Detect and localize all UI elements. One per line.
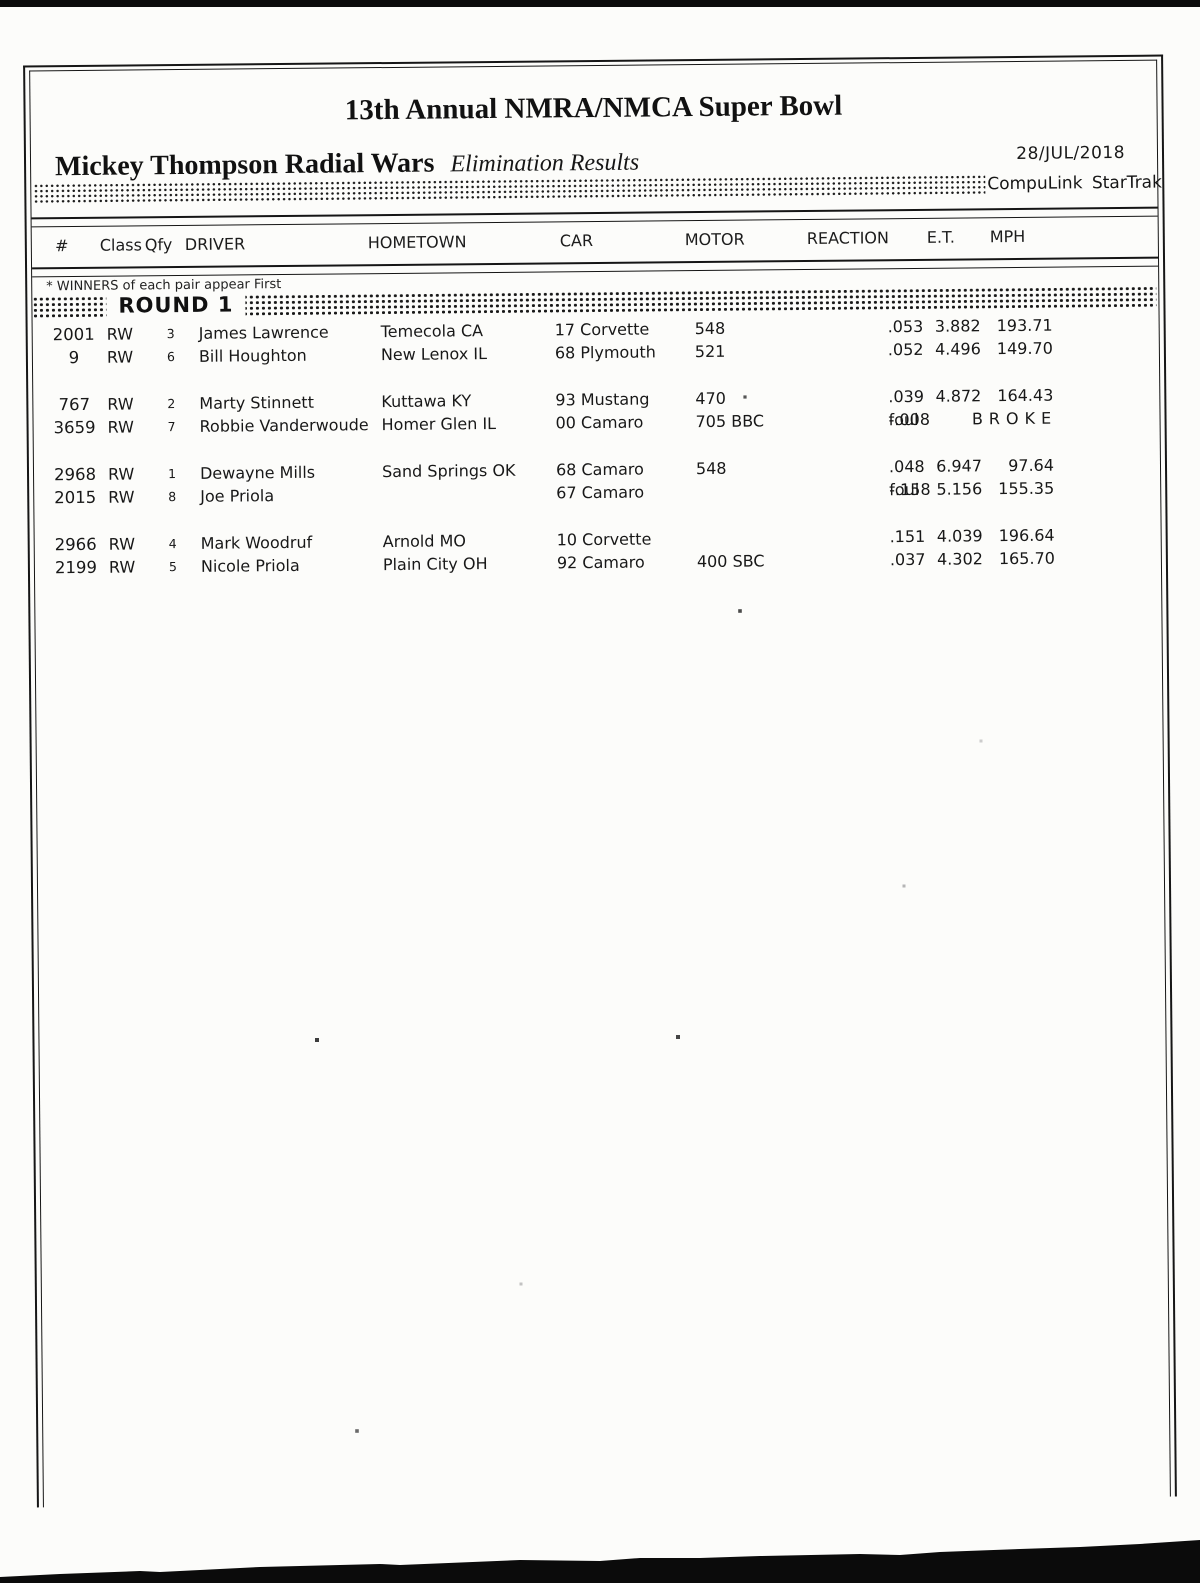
mph-cell: 165.70 bbox=[998, 548, 1055, 569]
mph-cell: 155.35 bbox=[998, 478, 1055, 499]
entry-number: 2966 bbox=[54, 534, 97, 555]
class-cell: RW bbox=[107, 394, 134, 414]
et-cell: 6.947 bbox=[936, 456, 983, 476]
mph-cell: 196.64 bbox=[998, 525, 1055, 546]
et-cell: 5.156 bbox=[936, 479, 983, 499]
entry-number: 9 bbox=[68, 347, 80, 368]
page-title: 13th Annual NMRA/NMCA Super Bowl bbox=[344, 89, 843, 127]
column-header-hometown: HOMETOWN bbox=[367, 232, 467, 253]
qualify-cell: 3 bbox=[166, 326, 175, 342]
hometown-cell: Temecola CA bbox=[380, 321, 484, 342]
scanner-edge-top bbox=[0, 0, 1200, 7]
hometown-cell: Arnold MO bbox=[382, 531, 467, 552]
motor-cell: 470 bbox=[695, 388, 726, 409]
motor-cell: 548 bbox=[695, 458, 727, 479]
mph-cell: 164.43 bbox=[997, 385, 1054, 406]
et-cell: 4.872 bbox=[935, 386, 982, 406]
column-header-number: # bbox=[55, 236, 69, 256]
car-cell: 92 Camaro bbox=[556, 552, 645, 573]
scan-noise-specks bbox=[0, 0, 2, 2]
report-type: Elimination Results bbox=[450, 149, 640, 178]
driver-cell: Nicole Priola bbox=[200, 555, 300, 576]
elimination-pair: 2966 RW 4 Mark Woodruf Arnold MO 10 Corv… bbox=[35, 523, 1161, 580]
driver-cell: Marty Stinnett bbox=[199, 392, 315, 413]
driver-cell: Dewayne Mills bbox=[199, 462, 316, 483]
class-cell: RW bbox=[106, 324, 134, 344]
car-cell: 10 Corvette bbox=[556, 529, 652, 550]
round-label: ROUND 1 bbox=[106, 291, 246, 320]
hometown-cell: Kuttawa KY bbox=[381, 391, 472, 412]
column-headers: # Class Qfy DRIVER HOMETOWN CAR MOTOR RE… bbox=[32, 223, 1158, 262]
scanner-edge-bottom bbox=[0, 1540, 1200, 1583]
column-header-reaction: REACTION bbox=[806, 228, 890, 248]
reaction-cell: .151 bbox=[695, 525, 926, 546]
motor-cell: 548 bbox=[694, 318, 726, 339]
driver-cell: Mark Woodruf bbox=[200, 532, 313, 553]
et-cell: 4.039 bbox=[936, 526, 983, 546]
hometown-cell: Plain City OH bbox=[382, 554, 488, 575]
car-cell: 67 Camaro bbox=[556, 482, 645, 503]
report-content: 13th Annual NMRA/NMCA Super Bowl Mickey … bbox=[30, 61, 1170, 1508]
elimination-pair: 2001 RW 3 James Lawrence Temecola CA 17 … bbox=[33, 313, 1159, 370]
qualify-cell: 2 bbox=[167, 396, 176, 412]
class-cell: RW bbox=[108, 557, 136, 577]
et-cell: 4.302 bbox=[936, 549, 983, 569]
et-cell: 4.496 bbox=[934, 339, 981, 359]
class-cell: RW bbox=[107, 464, 135, 484]
results-list: 2001 RW 3 James Lawrence Temecola CA 17 … bbox=[33, 313, 1162, 604]
qualify-cell: 6 bbox=[166, 349, 175, 365]
hometown-cell: Sand Springs OK bbox=[381, 460, 516, 482]
qualify-cell: 8 bbox=[168, 489, 177, 505]
qualify-cell: 7 bbox=[167, 419, 176, 435]
hometown-cell: Homer Glen IL bbox=[381, 413, 497, 435]
elimination-pair: 2968 RW 1 Dewayne Mills Sand Springs OK … bbox=[34, 453, 1160, 510]
entry-number: 2015 bbox=[54, 487, 97, 508]
qualify-cell: 1 bbox=[167, 466, 177, 482]
driver-cell: James Lawrence bbox=[198, 322, 329, 343]
elimination-pair: 767 RW 2 Marty Stinnett Kuttawa KY 93 Mu… bbox=[33, 383, 1159, 440]
broke-cell: BROKE bbox=[971, 408, 1058, 429]
car-cell: 00 Camaro bbox=[555, 412, 644, 433]
timing-system-label: CompuLink StarTrak bbox=[987, 172, 1163, 195]
class-cell: RW bbox=[107, 417, 134, 437]
column-header-car: CAR bbox=[559, 231, 594, 251]
column-header-qfy: Qfy bbox=[144, 235, 173, 255]
et-cell: 3.882 bbox=[934, 316, 981, 336]
motor-cell: 521 bbox=[694, 341, 726, 362]
entry-number: 767 bbox=[58, 394, 91, 415]
mph-cell: 97.64 bbox=[1008, 455, 1055, 476]
report-date: 28/JUL/2018 bbox=[1016, 142, 1126, 164]
car-cell: 93 Mustang bbox=[555, 389, 650, 410]
report-sheet: 13th Annual NMRA/NMCA Super Bowl Mickey … bbox=[23, 54, 1177, 1508]
hometown-cell: New Lenox IL bbox=[380, 344, 488, 365]
mph-cell: 193.71 bbox=[996, 315, 1053, 336]
report-sheet-inner-border: 13th Annual NMRA/NMCA Super Bowl Mickey … bbox=[29, 59, 1171, 1508]
class-cell: RW bbox=[108, 487, 135, 507]
class-cell: RW bbox=[108, 534, 136, 554]
column-header-class: Class bbox=[99, 235, 143, 255]
mph-cell: 149.70 bbox=[996, 338, 1053, 359]
motor-cell: 705 BBC bbox=[695, 411, 765, 432]
entry-number: 2199 bbox=[54, 557, 98, 578]
column-header-et: E.T. bbox=[926, 227, 956, 247]
entry-number: 2968 bbox=[53, 464, 97, 485]
event-name: Mickey Thompson Radial Wars bbox=[54, 147, 435, 183]
driver-cell: Joe Priola bbox=[200, 486, 275, 506]
entry-number: 3659 bbox=[53, 417, 96, 438]
qualify-cell: 4 bbox=[168, 536, 177, 552]
column-header-motor: MOTOR bbox=[684, 229, 745, 250]
car-cell: 68 Camaro bbox=[555, 459, 644, 480]
car-cell: 68 Plymouth bbox=[554, 342, 656, 363]
driver-cell: Robbie Vanderwoude bbox=[199, 415, 369, 436]
qualify-cell: 5 bbox=[168, 559, 177, 575]
driver-cell: Bill Houghton bbox=[198, 345, 307, 366]
column-header-driver: DRIVER bbox=[184, 234, 246, 254]
car-cell: 17 Corvette bbox=[554, 319, 650, 340]
entry-number: 2001 bbox=[52, 324, 95, 345]
column-header-mph: MPH bbox=[989, 226, 1026, 247]
class-cell: RW bbox=[106, 347, 134, 367]
motor-cell: 400 SBC bbox=[696, 551, 765, 572]
